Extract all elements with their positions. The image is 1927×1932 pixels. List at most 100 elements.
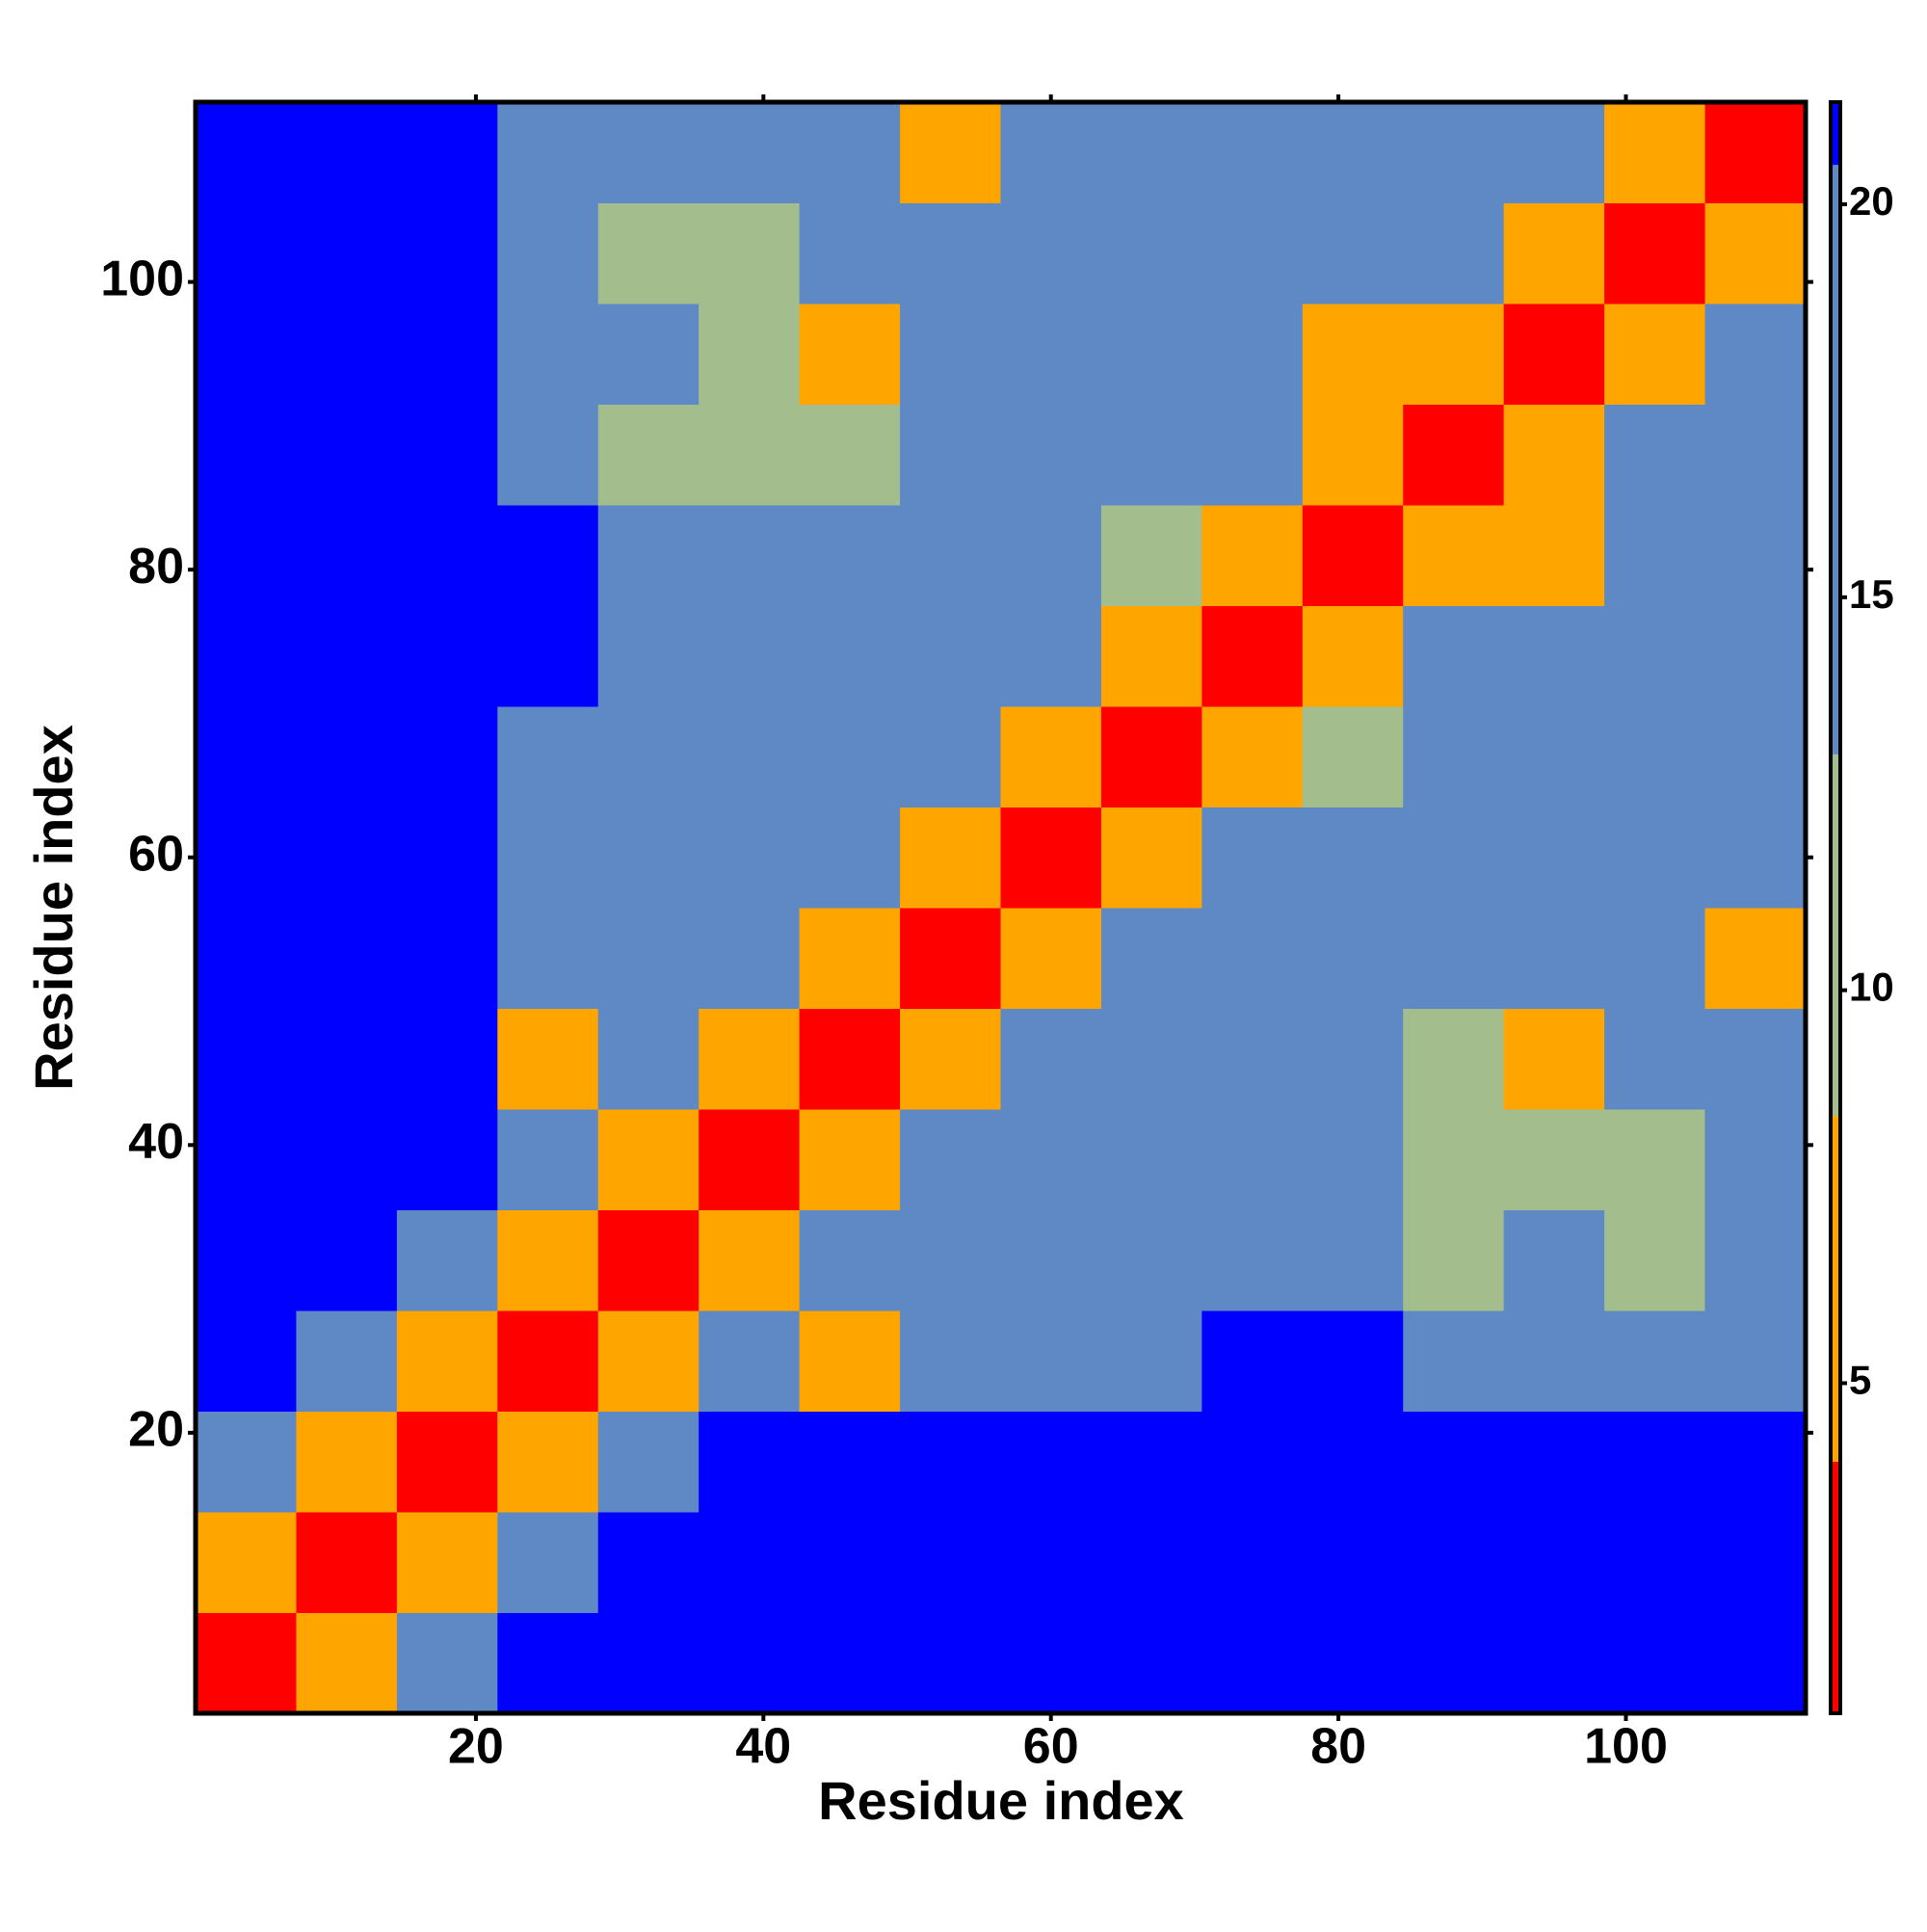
heatmap-cell xyxy=(196,1310,297,1412)
heatmap-cell xyxy=(497,1310,599,1412)
heatmap-cell xyxy=(1503,908,1605,1009)
colorbar-segment xyxy=(1831,1462,1840,1713)
heatmap-cell xyxy=(396,304,498,405)
heatmap-cell xyxy=(900,304,1001,405)
heatmap-cell xyxy=(699,605,801,707)
heatmap-cell xyxy=(396,605,498,707)
heatmap-cell xyxy=(1302,1209,1404,1311)
heatmap-cell xyxy=(799,1008,901,1110)
heatmap-cell xyxy=(1704,1310,1807,1412)
heatmap-cell xyxy=(1302,404,1404,506)
heatmap-cell xyxy=(497,1209,599,1311)
heatmap-cell xyxy=(699,304,801,405)
heatmap-cell xyxy=(1704,1109,1807,1210)
heatmap-cell xyxy=(196,605,297,707)
heatmap-cell xyxy=(597,1209,700,1311)
heatmap-cell xyxy=(396,1008,498,1110)
heatmap-cell xyxy=(1403,1209,1505,1311)
heatmap-cell xyxy=(799,404,901,506)
heatmap-cell xyxy=(1000,304,1102,405)
heatmap-cell xyxy=(1201,505,1304,606)
heatmap-cell xyxy=(597,605,700,707)
heatmap-cell xyxy=(497,202,599,304)
heatmap-cell xyxy=(1604,1512,1706,1613)
heatmap-cell xyxy=(296,1411,398,1513)
heatmap-cell xyxy=(196,1411,297,1513)
heatmap-cell xyxy=(1503,1008,1605,1110)
heatmap-cell xyxy=(699,1008,801,1110)
heatmap-cell xyxy=(296,1109,398,1210)
heatmap-cell xyxy=(1704,706,1807,807)
heatmap-cell xyxy=(1403,202,1505,304)
heatmap-cell xyxy=(699,102,801,203)
heatmap-cell xyxy=(1000,202,1102,304)
heatmap-cell xyxy=(1604,404,1706,506)
heatmap-cell xyxy=(900,404,1001,506)
heatmap-cell xyxy=(1201,1109,1304,1210)
heatmap-cell xyxy=(1100,908,1202,1009)
colorbar-tick-label: 15 xyxy=(1849,571,1894,617)
heatmap-cell xyxy=(1503,1512,1605,1613)
heatmap-cell xyxy=(799,1612,901,1714)
heatmap-cell xyxy=(1201,202,1304,304)
heatmap-cell xyxy=(1704,908,1807,1009)
heatmap-cell xyxy=(1604,1008,1706,1110)
heatmap-cell xyxy=(1201,706,1304,807)
heatmap-cell xyxy=(799,102,901,203)
heatmap-cell xyxy=(1201,1612,1304,1714)
plot-frame xyxy=(193,99,1808,1716)
heatmap-cell xyxy=(497,404,599,506)
heatmap-cell xyxy=(196,706,297,807)
heatmap-cell xyxy=(1201,1411,1304,1513)
heatmap-cell xyxy=(597,1109,700,1210)
heatmap-cell xyxy=(1503,304,1605,405)
heatmap-cell xyxy=(1000,605,1102,707)
heatmap-cell xyxy=(1503,202,1605,304)
heatmap-cell xyxy=(1604,908,1706,1009)
heatmap-cell xyxy=(1302,304,1404,405)
heatmap-cell xyxy=(900,202,1001,304)
heatmap-cell xyxy=(1201,1209,1304,1311)
heatmap-cell xyxy=(1403,1411,1505,1513)
heatmap-cell xyxy=(597,807,700,909)
heatmap-cell xyxy=(799,706,901,807)
heatmap-cell xyxy=(1000,102,1102,203)
heatmap-cell xyxy=(799,1310,901,1412)
heatmap-cell xyxy=(699,706,801,807)
heatmap-cell xyxy=(900,1008,1001,1110)
heatmap-cell xyxy=(1403,807,1505,909)
heatmap-cell xyxy=(699,1612,801,1714)
heatmap-cell xyxy=(900,1512,1001,1613)
heatmap-cell xyxy=(1302,605,1404,707)
heatmap-cell xyxy=(1503,706,1605,807)
heatmap-cell xyxy=(1201,1512,1304,1613)
y-tick-label: 20 xyxy=(128,1402,184,1458)
heatmap-cell xyxy=(1503,605,1605,707)
heatmap-cell xyxy=(1604,1411,1706,1513)
heatmap-cell xyxy=(396,706,498,807)
heatmap-cell xyxy=(1100,1209,1202,1311)
heatmap-cell xyxy=(597,1310,700,1412)
heatmap-cell xyxy=(597,706,700,807)
heatmap-cell xyxy=(1201,807,1304,909)
heatmap-cell xyxy=(396,1612,498,1714)
heatmap-cell xyxy=(497,102,599,203)
heatmap-cell xyxy=(1604,102,1706,203)
heatmap-cell xyxy=(1604,605,1706,707)
heatmap-cell xyxy=(1000,1612,1102,1714)
heatmap-cell xyxy=(1403,1008,1505,1110)
heatmap-cell xyxy=(296,304,398,405)
heatmap-cell xyxy=(799,505,901,606)
heatmap-cell xyxy=(1704,102,1807,203)
heatmap-cell xyxy=(1000,807,1102,909)
heatmap-cell xyxy=(1100,1310,1202,1412)
heatmap-cell xyxy=(1000,706,1102,807)
heatmap-cell xyxy=(396,1512,498,1613)
heatmap-cell xyxy=(699,908,801,1009)
heatmap-cell xyxy=(799,1411,901,1513)
heatmap-cell xyxy=(296,1612,398,1714)
heatmap-cell xyxy=(1704,1512,1807,1613)
heatmap-cell xyxy=(497,505,599,606)
heatmap-cell xyxy=(1704,304,1807,405)
